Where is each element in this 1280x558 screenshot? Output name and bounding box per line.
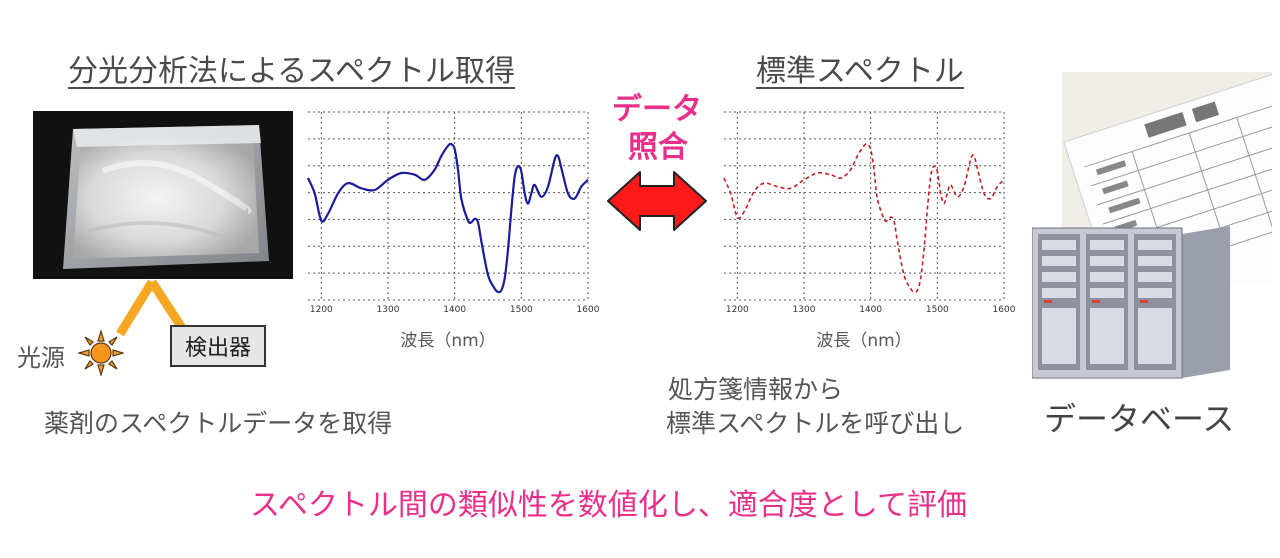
server-rack-icon: [1032, 226, 1230, 379]
x-axis-label: 波長（nm）: [816, 331, 911, 351]
double-arrow-icon: [607, 171, 707, 231]
x-axis-label: 波長（nm）: [400, 331, 495, 351]
x-tick-label: 1600: [577, 305, 600, 315]
x-tick-label: 1200: [726, 305, 749, 315]
powder-packet-image: [63, 125, 269, 269]
match-label-line1: データ: [612, 92, 702, 127]
x-tick-label: 1600: [993, 305, 1016, 315]
light-source-label: 光源: [17, 344, 65, 372]
standard-spectrum-chart: 1200 1300 1400 1500 1600 波長（nm）: [723, 111, 1016, 351]
right-title: 標準スペクトル: [756, 54, 964, 89]
x-tick-label: 1300: [793, 305, 816, 315]
spectrum-series-line: [723, 143, 1005, 293]
x-tick-label: 1400: [859, 305, 882, 315]
detector-label: 検出器: [184, 336, 251, 361]
match-label-line2: 照合: [628, 130, 688, 165]
x-tick-label: 1500: [510, 305, 533, 315]
left-title: 分光分析法によるスペクトル取得: [68, 54, 515, 89]
left-caption: 薬剤のスペクトルデータを取得: [44, 409, 393, 438]
spectrum-series-line: [306, 142, 589, 294]
right-caption-line1: 処方箋情報から: [668, 375, 844, 404]
right-caption-line2: 標準スペクトルを呼び出し: [666, 409, 965, 438]
x-tick-label: 1200: [310, 305, 333, 315]
sun-icon: [78, 330, 124, 376]
summary-text: スペクトル間の類似性を数値化し、適合度として評価: [250, 488, 967, 523]
x-tick-label: 1500: [926, 305, 949, 315]
sample-packet-photo: [33, 111, 293, 279]
database-label: データベース: [1044, 400, 1235, 438]
x-tick-label: 1400: [443, 305, 466, 315]
x-tick-label: 1300: [377, 305, 400, 315]
detector-box: 検出器: [170, 325, 266, 367]
measured-spectrum-chart: 1200 1300 1400 1500 1600 波長（nm）: [306, 111, 600, 351]
